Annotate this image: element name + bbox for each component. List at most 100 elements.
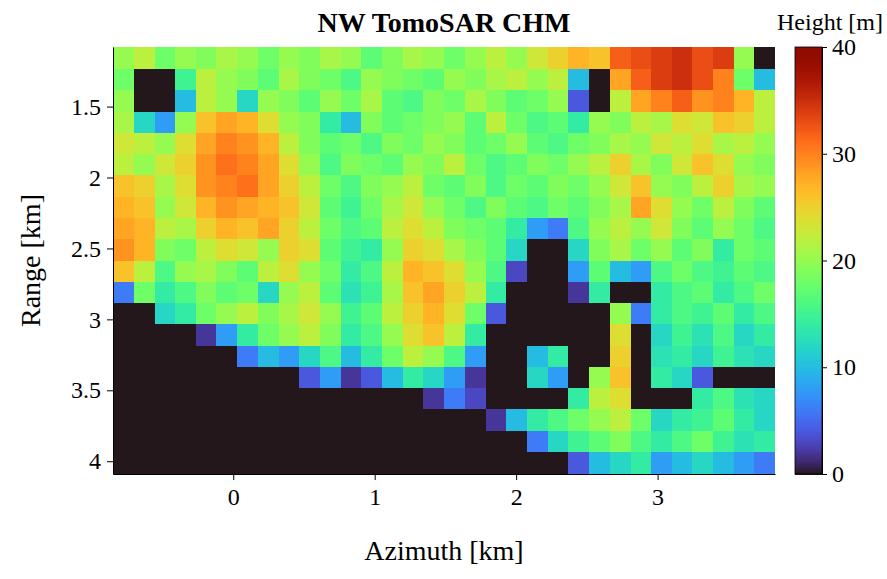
heat-cell: [692, 239, 714, 261]
heat-cell: [175, 409, 196, 431]
heat-cell: [465, 239, 487, 261]
heat-cell: [692, 388, 714, 410]
heat-cell: [258, 218, 279, 240]
heat-cell: [216, 409, 237, 431]
heat-cell: [610, 388, 631, 410]
heat-cell: [506, 324, 527, 346]
tick: 0: [822, 461, 844, 487]
heat-cell: [361, 367, 383, 389]
heat-cell: [672, 133, 693, 155]
tick: 40: [822, 34, 856, 60]
heat-cell: [134, 409, 156, 431]
heat-cell: [279, 282, 300, 304]
tick-label: 0: [228, 484, 240, 510]
heat-cell: [444, 346, 465, 368]
heat-cell: [258, 261, 279, 283]
tick-mark: [822, 261, 827, 262]
heat-cell: [568, 409, 589, 431]
heat-cell: [403, 133, 424, 155]
heat-cell: [486, 133, 507, 155]
tick: 2.5: [71, 236, 113, 262]
heat-cell: [361, 282, 383, 304]
heat-cell: [465, 452, 487, 474]
heat-cell: [692, 452, 714, 474]
heat-cell: [589, 154, 611, 176]
heat-cell: [237, 90, 259, 112]
heat-cell: [651, 431, 672, 453]
heat-cell: [589, 69, 611, 91]
heat-cell: [486, 324, 507, 346]
heat-cell: [423, 112, 444, 134]
heat-cell: [279, 367, 300, 389]
heat-cell: [279, 324, 300, 346]
heat-cell: [548, 452, 569, 474]
heat-cell: [713, 367, 734, 389]
tick: 1.5: [71, 94, 113, 120]
heat-cell: [382, 388, 403, 410]
heat-cell: [155, 218, 176, 240]
heat-cell: [113, 239, 134, 261]
heat-cell: [672, 154, 693, 176]
heat-cell: [568, 282, 589, 304]
heat-cell: [113, 324, 134, 346]
heat-cell: [713, 218, 734, 240]
colorbar: [795, 47, 822, 475]
heat-cell: [548, 90, 569, 112]
heat-cell: [134, 303, 156, 325]
heat-cell: [651, 282, 672, 304]
heat-cell: [527, 112, 549, 134]
heat-cell: [465, 69, 487, 91]
heat-cell: [237, 197, 259, 219]
heat-cell: [361, 69, 383, 91]
heat-cell: [423, 367, 444, 389]
heat-cell: [382, 282, 403, 304]
heat-cell: [548, 388, 569, 410]
heat-cell: [113, 90, 134, 112]
heat-cell: [610, 409, 631, 431]
heat-cell: [258, 303, 279, 325]
heat-cell: [713, 282, 734, 304]
heat-cell: [610, 133, 631, 155]
heat-cell: [237, 303, 259, 325]
heat-cell: [382, 261, 403, 283]
heat-cell: [465, 303, 487, 325]
heat-cell: [651, 197, 672, 219]
heat-cell: [423, 431, 444, 453]
heat-cell: [382, 452, 403, 474]
heat-cell: [341, 388, 362, 410]
heat-cell: [692, 90, 714, 112]
heat-cell: [672, 47, 693, 70]
heat-cell: [548, 133, 569, 155]
tick: 0: [228, 474, 240, 510]
heat-cell: [423, 282, 444, 304]
heat-cell: [113, 388, 134, 410]
heat-cell: [548, 431, 569, 453]
heat-cell: [527, 367, 549, 389]
heat-cell: [258, 409, 279, 431]
tick: 20: [822, 248, 856, 274]
heat-cell: [506, 261, 527, 283]
tick-label: 10: [832, 354, 856, 380]
heat-cell: [361, 197, 383, 219]
y-axis-title: Range [km]: [15, 194, 46, 327]
colorbar-frame: [795, 47, 822, 474]
heat-cell: [113, 367, 134, 389]
heat-cell: [651, 261, 672, 283]
heat-cell: [465, 431, 487, 453]
heat-cell: [589, 112, 611, 134]
heat-cell: [672, 388, 693, 410]
heat-cell: [672, 452, 693, 474]
heat-cell: [692, 133, 714, 155]
heat-cell: [486, 154, 507, 176]
heat-cell: [175, 112, 196, 134]
heat-cell: [465, 47, 487, 70]
x-axis-title: Azimuth [km]: [364, 535, 523, 566]
heat-cell: [134, 69, 156, 91]
heat-cell: [506, 346, 527, 368]
heat-cell: [237, 47, 259, 70]
heat-cell: [299, 409, 321, 431]
heat-cell: [548, 218, 569, 240]
heat-cell: [568, 154, 589, 176]
heat-cell: [237, 282, 259, 304]
heat-cell: [216, 346, 237, 368]
